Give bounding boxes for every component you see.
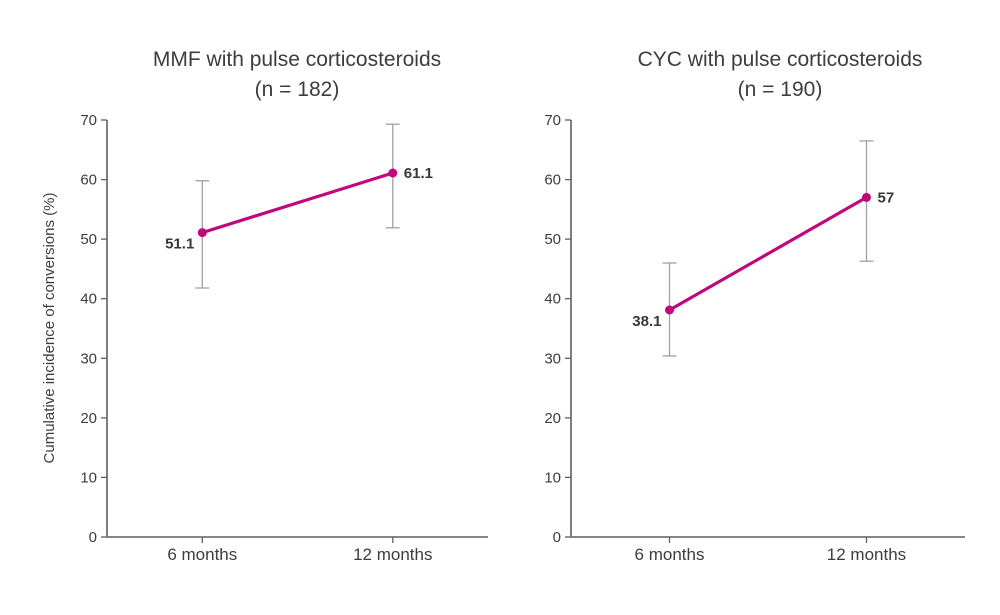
y-tick-label: 20 [80,410,97,427]
y-tick-label: 10 [544,469,561,486]
x-tick-label: 6 months [167,545,237,564]
y-tick-label: 0 [89,529,97,546]
data-point-label: 38.1 [632,313,661,330]
x-tick-label: 6 months [635,545,705,564]
data-point-marker [197,228,207,238]
y-tick-label: 30 [80,350,97,367]
panel-mmf: MMF with pulse corticosteroids (n = 182)… [41,48,488,564]
data-point-marker [862,192,871,202]
y-tick-label: 20 [544,410,561,427]
y-tick-label: 50 [544,231,561,248]
y-tick-label: 60 [544,172,561,189]
x-tick-label: 12 months [353,545,432,564]
panel-mmf-subtitle: (n = 182) [255,78,340,101]
panel-cyc: CYC with pulse corticosteroids (n = 190)… [544,48,965,564]
y-axis-title: Cumulative incidence of conversions (%) [41,193,58,464]
panel-mmf-title: MMF with pulse corticosteroids [153,48,441,71]
y-tick-label: 10 [80,469,97,486]
panel-cyc-subtitle: (n = 190) [738,78,823,101]
series-line [200,171,395,235]
data-point-marker [665,305,674,315]
data-point-marker [388,168,398,178]
y-tick-label: 70 [544,112,561,129]
x-tick-label: 12 months [827,545,906,564]
y-tick-label: 70 [80,112,97,129]
plot-area-cyc: 0 10 20 30 40 50 60 70 6 months 12 months 38.1 57 [544,112,965,564]
data-point-label: 57 [878,189,895,206]
y-tick-label: 40 [544,291,561,308]
series-line [667,195,869,312]
y-tick-label: 30 [544,350,561,367]
y-tick-label: 50 [80,231,97,248]
y-tick-label: 60 [80,172,97,189]
y-tick-label: 0 [553,529,561,546]
panel-cyc-title: CYC with pulse corticosteroids [638,48,923,71]
plot-area-mmf: 0 10 20 30 40 50 60 70 6 months 12 months 51.1 61.1 [80,112,488,564]
y-tick-label: 40 [80,291,97,308]
data-point-label: 51.1 [165,236,194,253]
data-point-label: 61.1 [404,165,433,182]
